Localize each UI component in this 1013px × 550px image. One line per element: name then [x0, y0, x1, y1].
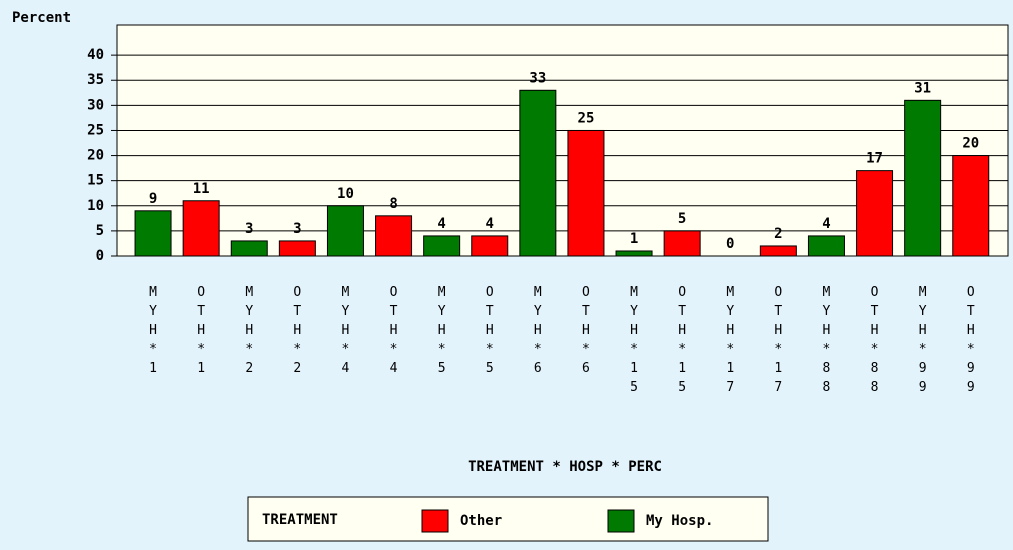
legend: [247, 496, 769, 542]
y-tick-label: 10: [87, 198, 104, 214]
data-label: 31: [914, 80, 931, 96]
data-label: 11: [193, 181, 210, 197]
data-label: 20: [962, 136, 979, 152]
data-label: 3: [245, 221, 253, 237]
bar: [952, 155, 990, 257]
y-axis-label: Percent: [12, 10, 71, 26]
x-tick-label: MYH*4: [338, 285, 353, 380]
data-label: 4: [437, 216, 445, 232]
bar: [567, 129, 605, 257]
x-tick-label: MYH*15: [627, 285, 642, 399]
legend-label: My Hosp.: [646, 513, 713, 529]
data-label: 3: [293, 221, 301, 237]
bar: [856, 170, 894, 257]
data-label: 8: [389, 196, 397, 212]
y-tick-label: 40: [87, 47, 104, 63]
x-tick-label: OTH*6: [578, 285, 593, 380]
y-tick-label: 30: [87, 97, 104, 113]
bar: [423, 235, 461, 257]
x-tick-label: OTH*2: [290, 285, 305, 380]
x-tick-label: MYH*5: [434, 285, 449, 380]
x-tick-label: MYH*88: [819, 285, 834, 399]
x-tick-label: OTH*4: [386, 285, 401, 380]
x-axis-label: TREATMENT * HOSP * PERC: [468, 459, 662, 475]
data-label: 4: [822, 216, 830, 232]
data-label: 2: [774, 226, 782, 242]
legend-title: TREATMENT: [262, 512, 338, 528]
x-tick-label: MYH*17: [723, 285, 738, 399]
y-tick-label: 25: [87, 122, 104, 138]
bar: [134, 210, 172, 257]
y-tick-label: 35: [87, 72, 104, 88]
x-tick-label: OTH*17: [771, 285, 786, 399]
legend-swatch: [421, 509, 449, 533]
x-tick-label: OTH*5: [482, 285, 497, 380]
x-tick-label: OTH*15: [675, 285, 690, 399]
data-label: 10: [337, 186, 354, 202]
x-tick-label: OTH*88: [867, 285, 882, 399]
x-tick-label: OTH*1: [194, 285, 209, 380]
bar: [807, 235, 845, 257]
bar: [278, 240, 316, 257]
y-tick-label: 0: [96, 248, 104, 264]
x-tick-label: MYH*2: [242, 285, 257, 380]
bar: [230, 240, 268, 257]
bar: [182, 200, 220, 257]
bar: [326, 205, 364, 257]
legend-swatch: [607, 509, 635, 533]
y-tick-label: 5: [96, 223, 104, 239]
bar: [663, 230, 701, 257]
data-label: 33: [529, 70, 546, 86]
data-label: 17: [866, 151, 883, 167]
data-label: 0: [726, 236, 734, 252]
y-tick-label: 20: [87, 148, 104, 164]
bar: [759, 245, 797, 257]
x-tick-label: MYH*99: [915, 285, 930, 399]
x-tick-label: MYH*1: [146, 285, 161, 380]
bar: [615, 250, 653, 257]
y-tick-label: 15: [87, 173, 104, 189]
bar: [471, 235, 509, 257]
data-label: 25: [578, 110, 595, 126]
bar: [375, 215, 413, 257]
legend-label: Other: [460, 513, 502, 529]
x-tick-label: OTH*99: [963, 285, 978, 399]
bar: [519, 89, 557, 257]
bar: [904, 99, 942, 257]
data-label: 1: [630, 231, 638, 247]
data-label: 4: [486, 216, 494, 232]
data-label: 9: [149, 191, 157, 207]
data-label: 5: [678, 211, 686, 227]
x-tick-label: MYH*6: [530, 285, 545, 380]
